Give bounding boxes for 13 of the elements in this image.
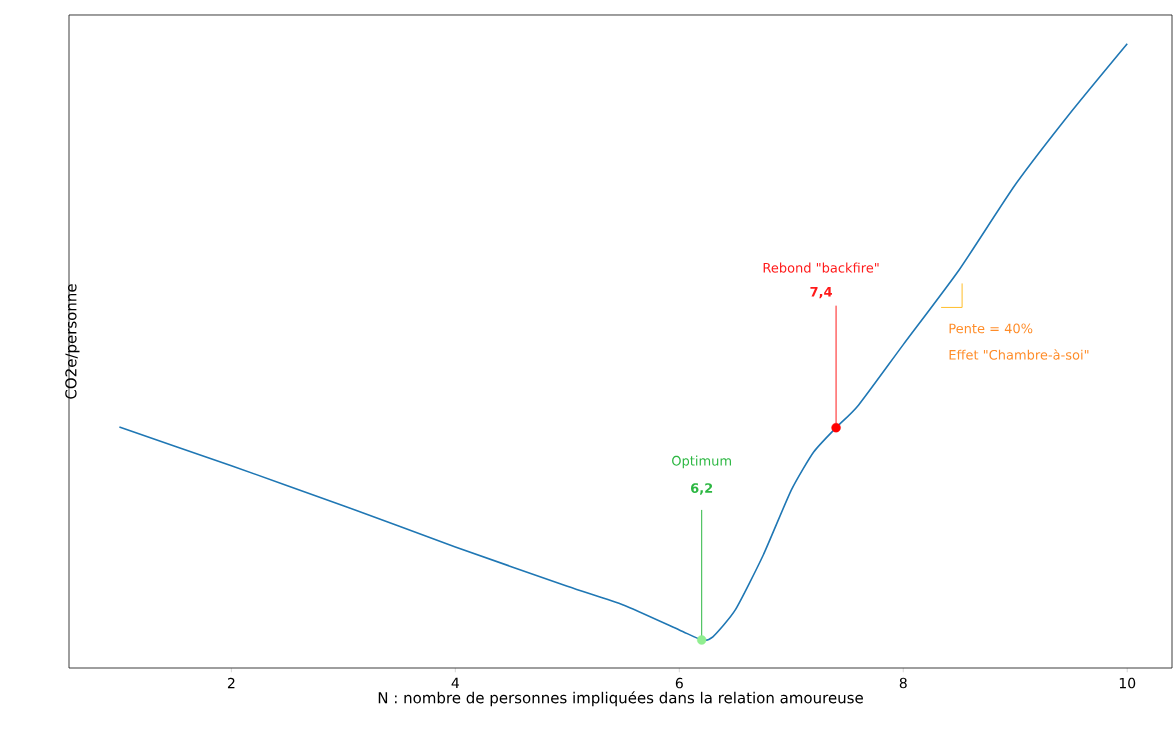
x-axis-title: N : nombre de personnes impliquées dans la relation amoureuse xyxy=(378,691,863,707)
annotation: Rebond "backfire" xyxy=(763,262,879,273)
x-tick-label: 8 xyxy=(899,677,907,689)
y-axis-title: CO2e/personne xyxy=(65,284,80,399)
annotation: 7,4 xyxy=(810,286,832,299)
annotation: Effet "Chambre-à-soi" xyxy=(949,349,1089,360)
x-tick-label: 6 xyxy=(675,677,683,689)
annotation: 6,2 xyxy=(690,483,713,495)
x-tick-label: 2 xyxy=(227,677,235,689)
annotation: Pente = 40% xyxy=(949,323,1033,334)
annotation: Optimum xyxy=(672,455,731,469)
x-tick-label: 10 xyxy=(1119,677,1136,689)
x-tick-label: 4 xyxy=(451,677,460,688)
